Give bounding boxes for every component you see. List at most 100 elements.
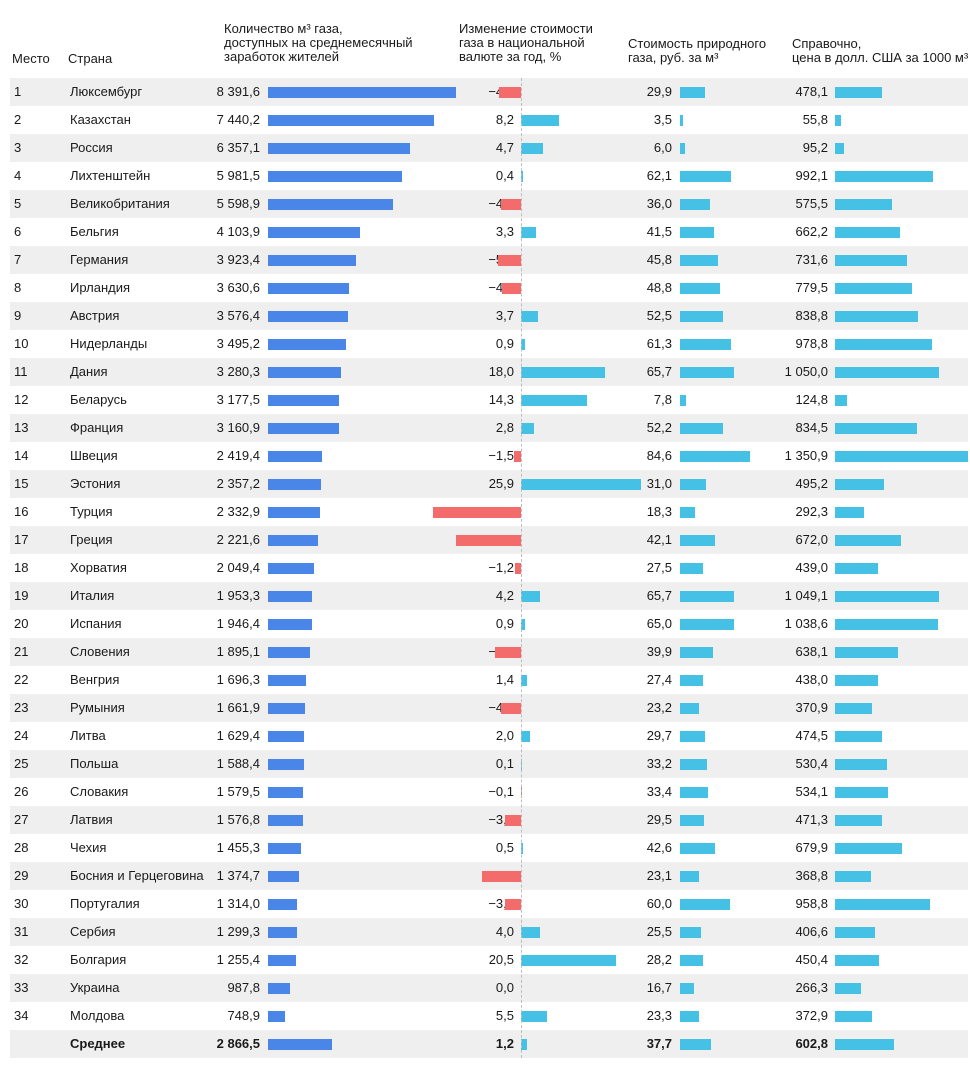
table-row: 25 Польша 1 588,4 0,1 33,2 530,4: [10, 750, 968, 778]
change-value: 3,3: [495, 224, 514, 239]
rub-price-bar: [680, 479, 706, 490]
rub-price-value: 18,3: [646, 504, 672, 519]
rub-price-bar: [680, 87, 705, 98]
rub-price-value: 36,0: [646, 196, 672, 211]
usd-price-value: 370,9: [795, 700, 828, 715]
change-bar-positive: [521, 1011, 547, 1022]
usd-price-bar: [835, 171, 933, 182]
rub-price-bar: [680, 815, 705, 826]
usd-price-value: 55,8: [802, 112, 828, 127]
change-bar-positive: [521, 675, 528, 686]
volume-value: 3 576,4: [216, 308, 260, 323]
volume-value: 2 357,2: [216, 476, 260, 491]
table-row: 14 Швеция 2 419,4 −1,5 84,6 1 350,9: [10, 442, 969, 470]
usd-price-bar: [835, 507, 864, 518]
volume-value: 1 314,0: [216, 896, 260, 911]
usd-price-bar: [835, 339, 932, 350]
volume-bar: [268, 1011, 285, 1022]
usd-price-value: 478,1: [795, 84, 828, 99]
rub-price-bar: [680, 1011, 700, 1022]
volume-bar: [268, 199, 394, 210]
rank-cell: 19: [14, 588, 29, 603]
change-bar-positive: [521, 339, 526, 350]
rub-price-bar: [680, 451, 751, 462]
country-cell: Болгария: [70, 952, 127, 967]
usd-price-bar: [835, 955, 880, 966]
rub-price-bar: [680, 647, 714, 658]
rub-price-bar: [680, 955, 704, 966]
usd-price-value: 662,2: [795, 224, 828, 239]
country-cell: Германия: [70, 252, 129, 267]
usd-price-bar: [835, 983, 862, 994]
volume-bar: [268, 955, 297, 966]
rub-price-bar: [680, 227, 715, 238]
volume-bar: [268, 759, 304, 770]
table-row: 22 Венгрия 1 696,3 1,4 27,4 438,0: [10, 666, 968, 694]
change-value: 20,5: [488, 952, 514, 967]
rub-price-bar: [680, 843, 716, 854]
rub-price-bar: [680, 731, 705, 742]
country-cell: Словакия: [70, 784, 129, 799]
change-value: 0,0: [495, 980, 514, 995]
volume-bar: [268, 87, 456, 98]
usd-price-bar: [835, 871, 872, 882]
rub-price-value: 33,4: [646, 784, 672, 799]
table-row: 6 Бельгия 4 103,9 3,3 41,5 662,2: [10, 218, 968, 246]
usd-price-value: 672,0: [795, 532, 828, 547]
table-row: 15 Эстония 2 357,2 25,9 31,0 495,2: [10, 470, 968, 498]
volume-value: 1 629,4: [216, 728, 260, 743]
usd-price-bar: [835, 927, 876, 938]
rub-price-bar: [680, 423, 724, 434]
usd-price-bar: [835, 675, 879, 686]
rub-price-value: 42,1: [646, 532, 672, 547]
rank-cell: 21: [14, 644, 29, 659]
usd-price-bar: [835, 367, 939, 378]
change-bar-positive: [521, 311, 539, 322]
change-value: 25,9: [488, 476, 514, 491]
change-value: 1,2: [495, 1036, 514, 1051]
change-bar-positive: [521, 619, 526, 630]
table-row: 20 Испания 1 946,4 0,9 65,0 1 038,6: [10, 610, 968, 638]
table-row: 28 Чехия 1 455,3 0,5 42,6 679,9: [10, 834, 968, 862]
country-cell: Испания: [70, 616, 122, 631]
rub-price-bar: [680, 1039, 712, 1050]
volume-bar: [268, 675, 306, 686]
usd-price-value: 372,9: [795, 1008, 828, 1023]
volume-value: 3 495,2: [216, 336, 260, 351]
country-cell: Босния и Герцеговина: [70, 868, 204, 883]
volume-value: 3 923,4: [216, 252, 260, 267]
change-bar-positive: [521, 591, 541, 602]
change-bar-negative: [514, 451, 521, 462]
usd-price-value: 406,6: [795, 924, 828, 939]
usd-price-bar: [835, 451, 969, 462]
rank-cell: 14: [14, 448, 29, 463]
change-value: 1,4: [495, 672, 514, 687]
usd-price-bar: [835, 255, 908, 266]
rub-price-bar: [680, 311, 724, 322]
change-bar-positive: [521, 143, 543, 154]
rank-cell: 29: [14, 868, 29, 883]
volume-bar: [268, 787, 304, 798]
rub-price-value: 27,5: [646, 560, 672, 575]
usd-price-value: 1 050,0: [784, 364, 828, 379]
rub-price-value: 31,0: [646, 476, 672, 491]
rub-price-value: 48,8: [646, 280, 672, 295]
usd-price-value: 124,8: [795, 392, 828, 407]
usd-price-bar: [835, 535, 902, 546]
usd-price-bar: [835, 199, 892, 210]
usd-price-value: 292,3: [795, 504, 828, 519]
country-cell: Швеция: [70, 448, 118, 463]
change-bar-negative: [481, 871, 521, 882]
rank-cell: 6: [14, 224, 22, 239]
rub-price-value: 28,2: [646, 952, 672, 967]
rub-price-value: 3,5: [653, 112, 672, 127]
table-row: 24 Литва 1 629,4 2,0 29,7 474,5: [10, 722, 968, 750]
change-value: 14,3: [488, 392, 514, 407]
country-cell: Люксембург: [70, 84, 143, 99]
rub-price-value: 52,5: [646, 308, 672, 323]
rank-cell: 31: [14, 924, 29, 939]
usd-price-bar: [835, 311, 918, 322]
volume-value: 1 696,3: [216, 672, 260, 687]
